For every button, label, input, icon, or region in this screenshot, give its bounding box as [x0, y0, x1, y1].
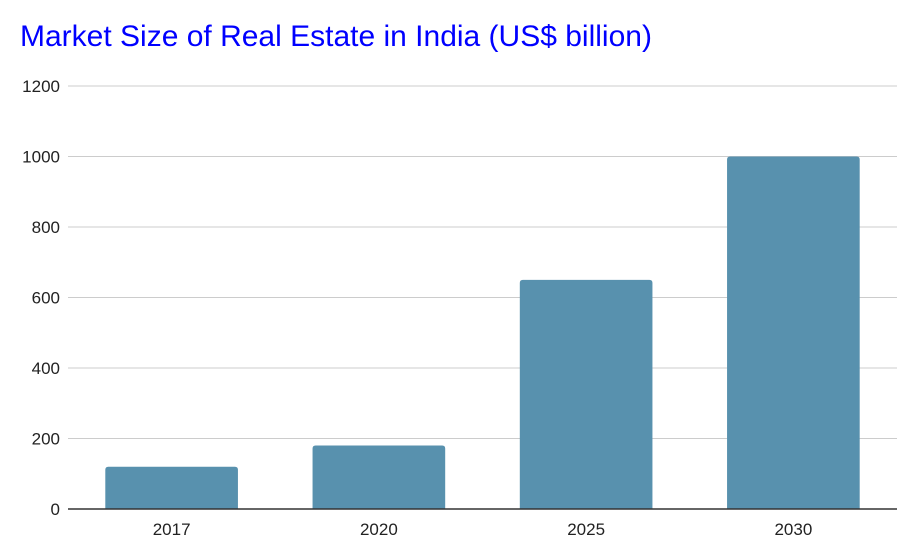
chart-title: Market Size of Real Estate in India (US$… [20, 20, 652, 53]
y-tick-label: 200 [32, 430, 60, 449]
y-tick-label: 600 [32, 289, 60, 308]
x-tick-label: 2020 [360, 520, 398, 539]
x-tick-label: 2017 [153, 520, 191, 539]
y-tick-label: 1200 [22, 77, 60, 96]
bar-2030 [727, 156, 860, 509]
y-tick-label: 0 [51, 500, 60, 519]
y-tick-label: 800 [32, 218, 60, 237]
y-tick-label: 1000 [22, 148, 60, 167]
bar-2020 [312, 445, 446, 509]
bar-2025 [519, 279, 653, 509]
x-tick-label: 2025 [567, 520, 605, 539]
x-tick-label: 2030 [774, 520, 812, 539]
y-tick-label: 400 [32, 359, 60, 378]
bar-2017 [105, 466, 238, 509]
